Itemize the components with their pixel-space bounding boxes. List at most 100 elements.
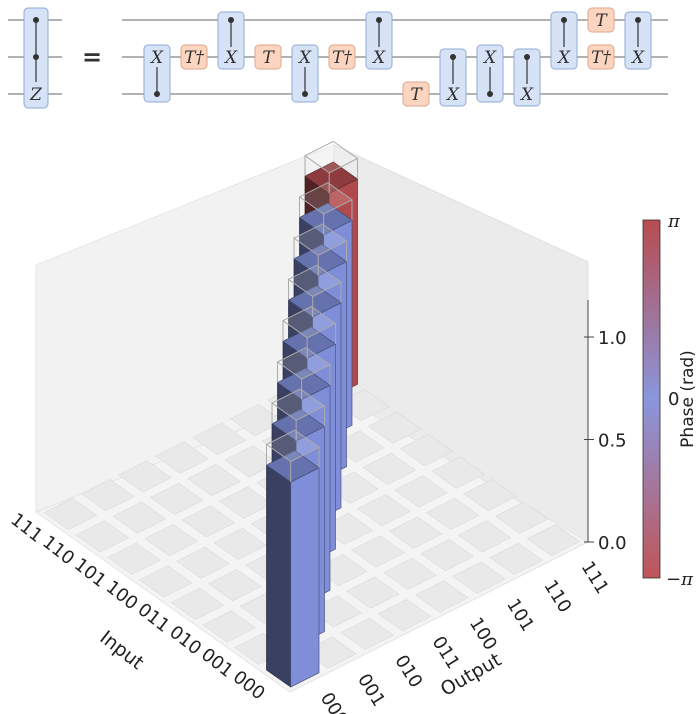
colorbar-axis-label: Phase (rad): [678, 350, 698, 448]
rhs-x-gate-9: X: [476, 44, 504, 103]
lhs-control-dot-1: [33, 17, 39, 23]
control-dot: [635, 17, 641, 23]
rhs-x-gate-11: X: [550, 11, 578, 70]
floor-cell: [425, 497, 480, 530]
bar-top-face: [276, 367, 331, 400]
rhs-t-gate-12: T: [587, 7, 615, 33]
lhs-control-dot-2: [33, 54, 39, 60]
floor-cell: [43, 497, 98, 530]
x-gate-label: X: [556, 48, 571, 68]
output-tick-label: 001: [353, 670, 389, 710]
floor-cell: [351, 535, 406, 568]
x-gate-label: X: [223, 48, 238, 68]
bar-cap-outline: [304, 140, 359, 174]
control-dot: [561, 17, 567, 23]
rhs-gate-sequence: X T† X T X T† X T X X X X T T† X: [143, 7, 652, 107]
floor-cell: [526, 524, 581, 557]
floor-cell: [218, 486, 273, 519]
rhs-x-gate-4: X: [291, 44, 319, 103]
bar-cap-outline: [271, 388, 326, 421]
output-tick-label: 110: [539, 576, 575, 616]
floor-cell: [107, 542, 161, 575]
floor-cell: [463, 479, 517, 512]
floor-cell: [118, 460, 172, 493]
floor-cell: [176, 546, 230, 579]
floor-cell: [399, 434, 454, 467]
floor-cell: [187, 464, 241, 497]
bar-top-face: [298, 202, 353, 236]
rhs-x-gate-6: X: [365, 11, 393, 70]
rhs-t-gate-3: T: [254, 44, 282, 70]
rhs-x-gate-14: X: [624, 11, 652, 70]
control-dot: [302, 91, 308, 97]
z-tick-label: 0.0: [598, 533, 627, 554]
floor-cell: [362, 452, 417, 485]
bar-right-face: [290, 467, 320, 688]
output-tick-label: 000: [316, 689, 352, 714]
rhs-tdag-gate-13: T†: [587, 44, 615, 70]
floor-cell: [367, 411, 422, 444]
tdag-gate-label: T†: [184, 48, 204, 68]
tdag-gate-box: [180, 44, 208, 70]
output-tick-labels: 000 001 010 011 100 101 110 111: [316, 558, 613, 714]
floor-cell: [494, 501, 549, 534]
output-tick-label: 111: [577, 558, 613, 598]
colorbar-mid-label: 0: [668, 389, 679, 410]
rhs-tdag-gate-5: T†: [328, 44, 356, 70]
x-gate-label: X: [445, 85, 460, 105]
floor-cell: [192, 422, 247, 455]
control-dot: [487, 91, 493, 97]
t-gate-label: T: [410, 85, 423, 105]
floor-cell: [388, 516, 443, 549]
floor-cell: [213, 527, 268, 560]
t-gate-box: [587, 7, 615, 33]
x-gate-label: X: [630, 48, 645, 68]
circuit-diagram: Z = X T† X T X T† X T X X X X T T† X: [8, 7, 668, 109]
bar-top-face: [293, 243, 348, 277]
tdag-gate-label: T†: [591, 48, 611, 68]
t-gate-label: T: [262, 48, 275, 68]
output-tick-label: 010: [390, 651, 426, 691]
floor-cell: [452, 561, 506, 594]
bar-cap-outline: [298, 182, 353, 215]
t-gate-box: [254, 44, 282, 70]
x-gate-label: X: [297, 48, 312, 68]
bar-top-face: [271, 409, 326, 442]
bar-top-face: [282, 326, 337, 359]
z-ticks: 0.0 0.5 1.0: [584, 328, 627, 554]
bars: [265, 140, 359, 688]
floor-cell: [356, 494, 411, 527]
bar-cap-outline: [282, 305, 337, 339]
t-gate-box: [402, 81, 430, 107]
lhs-z-label: Z: [29, 85, 43, 105]
floor-cell: [383, 557, 437, 590]
x-gate-label: X: [149, 48, 164, 68]
rhs-x-gate-8: X: [439, 48, 467, 107]
bar-cap-outline: [276, 347, 331, 380]
floor-cell: [207, 569, 262, 602]
colorbar-bottom-label: −π: [666, 569, 694, 590]
floor-cell: [181, 505, 236, 538]
rhs-x-gate-2: X: [217, 11, 245, 70]
floor-cell: [170, 587, 225, 620]
floor-cell: [202, 610, 257, 643]
control-dot: [450, 54, 456, 60]
floor-cell: [340, 617, 395, 650]
control-dot: [228, 17, 234, 23]
floor-cell: [414, 580, 469, 613]
control-dot: [154, 91, 160, 97]
x-gate-label: X: [519, 85, 534, 105]
control-dot: [524, 54, 530, 60]
z-tick-label: 1.0: [598, 328, 627, 349]
floor-cell: [345, 576, 400, 609]
floor-cell: [149, 482, 204, 515]
input-axis-label: Input: [96, 626, 148, 674]
floor-cell: [75, 520, 130, 553]
equals-sign: =: [82, 43, 102, 71]
x-gate-label: X: [482, 48, 497, 68]
floor-cell: [144, 524, 199, 557]
bar-000-000: [265, 429, 320, 688]
output-tick-label: 011: [428, 633, 464, 673]
bar-top-face: [287, 285, 342, 318]
bar-cap-outline: [293, 223, 348, 256]
